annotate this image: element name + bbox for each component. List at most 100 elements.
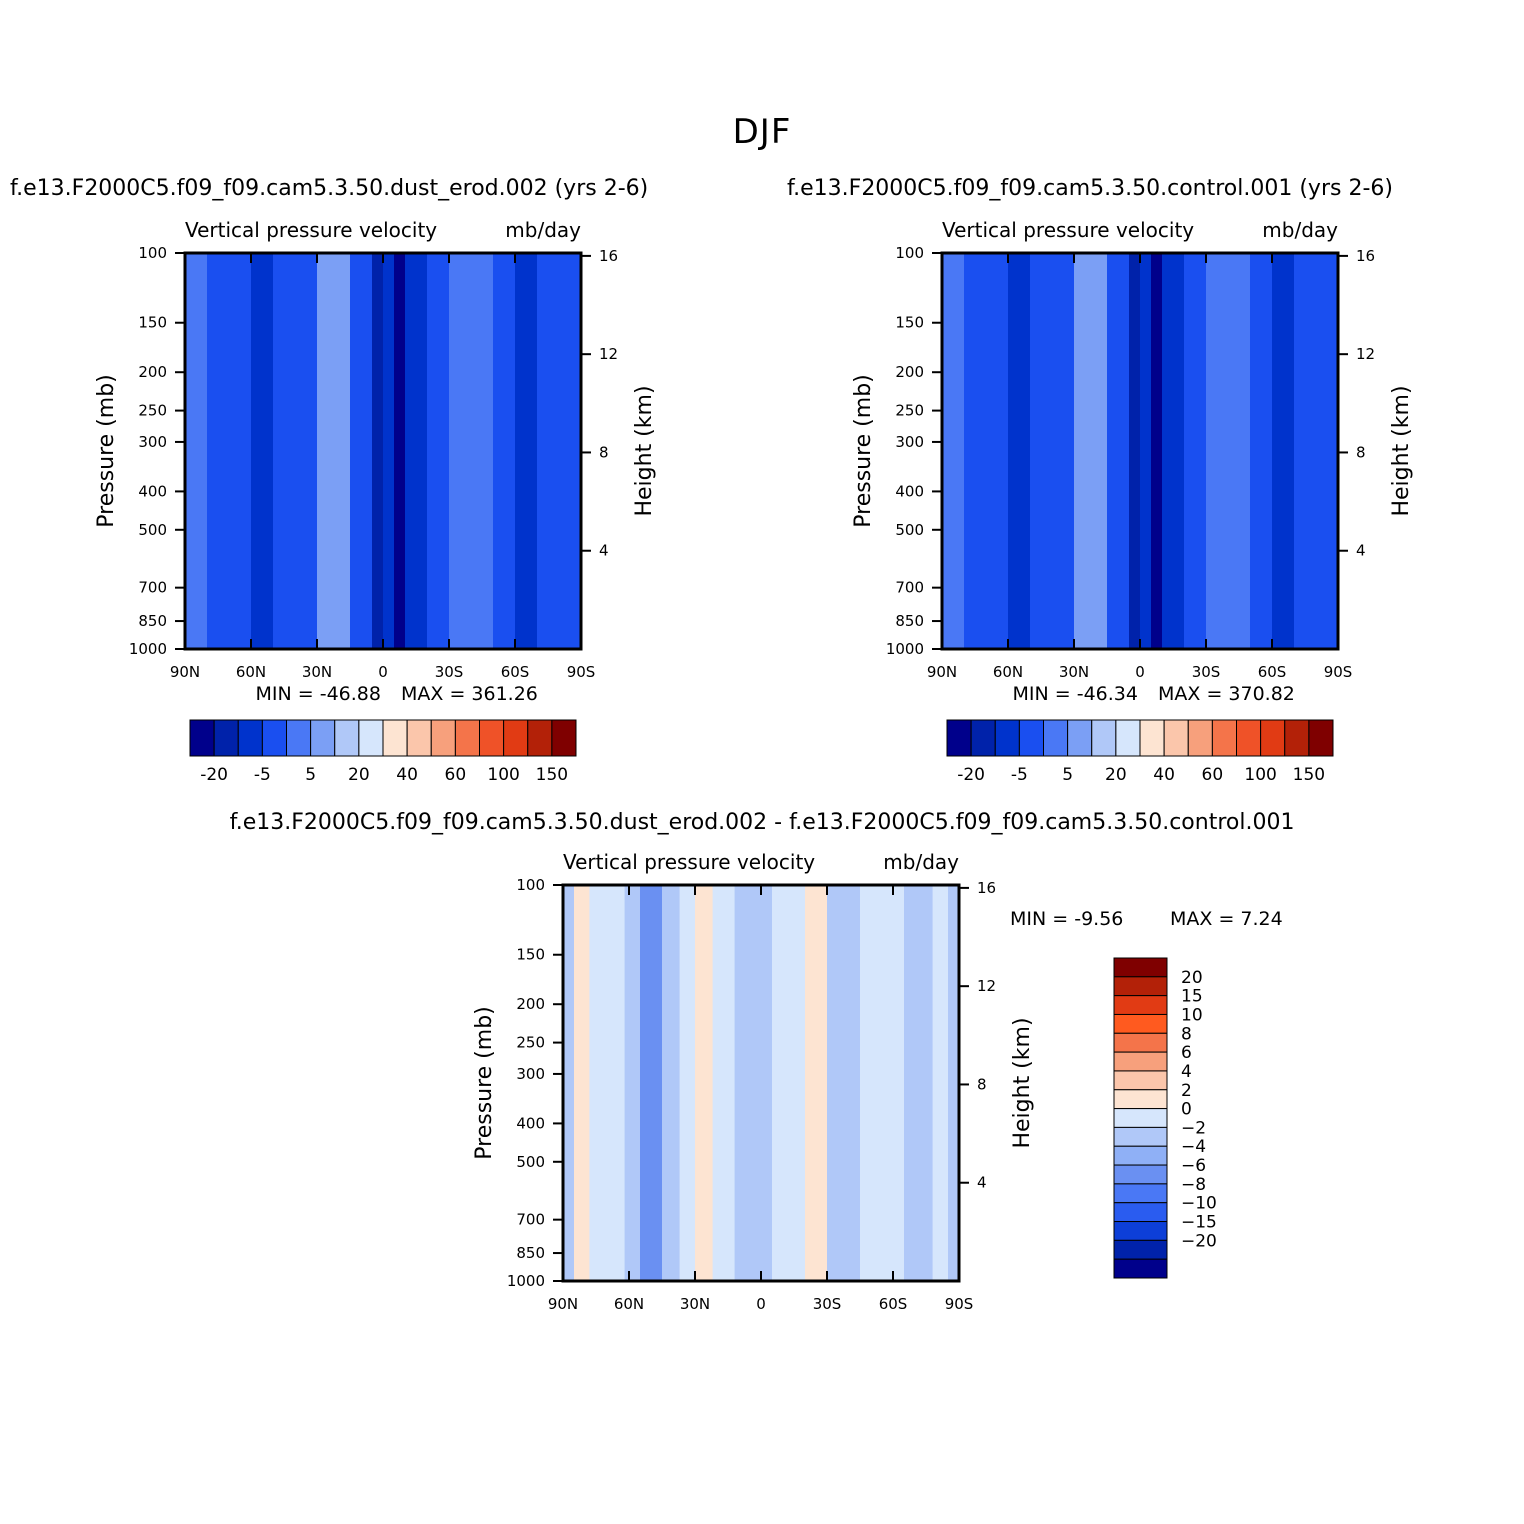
max-label: MAX = 7.24 [1170,908,1283,930]
y-right-tick-label: 12 [599,345,618,363]
field-band [679,885,696,1281]
field-band [339,253,351,649]
y-tick-label: 850 [138,612,167,630]
x-tick-label: 90N [170,663,200,681]
x-tick-label: 60S [501,663,530,681]
x-tick-label: 0 [756,1295,766,1313]
colorbar-box [382,719,408,757]
colorbar-label: 40 [396,765,418,785]
x-tick-label: 90N [548,1295,578,1313]
colorbar-label: 100 [487,765,519,785]
colorbar-label: 4 [1181,1062,1192,1082]
colorbar-box [1113,1070,1168,1091]
colorbar-box [261,719,287,757]
colorbar-box [1113,1051,1168,1072]
colorbar-label: −6 [1181,1156,1206,1176]
variable-label: Vertical pressure velocity [942,218,1194,242]
x-tick-label: 60N [993,663,1023,681]
y-tick-label: 200 [516,995,545,1013]
field-band [229,253,252,649]
colorbar-label: 5 [305,765,316,785]
colorbar-box [994,719,1020,757]
y-right-axis-title: Height (km) [1010,1017,1035,1148]
field-band [942,253,965,649]
field-band [1206,253,1229,649]
field-band [787,885,806,1281]
y-tick-label: 400 [138,482,167,500]
field-band [964,253,987,649]
colorbar-box [1139,719,1165,757]
field-band [295,253,318,649]
y-tick-label: 150 [138,314,167,332]
min-label: MIN = -46.34 [1013,683,1138,705]
y-tick-label: 1000 [507,1272,545,1290]
y-right-axis-title: Height (km) [632,385,657,516]
field-band [1096,253,1108,649]
y-tick-label: 100 [895,244,924,262]
y-tick-label: 200 [895,363,924,381]
colorbar-box [1308,719,1334,757]
colorbar-label: 2 [1181,1081,1192,1101]
colorbar-box [1043,719,1069,757]
units-label: mb/day [883,850,959,874]
field-band [607,885,626,1281]
colorbar-label: 15 [1181,987,1203,1007]
colorbar-box [237,719,263,757]
page-title: DJF [732,112,792,152]
x-tick-label: 90N [927,663,957,681]
x-tick-label: 30N [680,1295,710,1313]
y-tick-label: 500 [516,1153,545,1171]
field-band [1294,253,1317,649]
y-right-tick-label: 16 [1356,247,1375,265]
field-band [589,885,608,1281]
colorbar-label: 6 [1181,1043,1192,1063]
y-axis-title: Pressure (mb) [94,374,119,528]
field-band [1129,253,1141,649]
colorbar-box [1113,1202,1168,1223]
colorbar-box [1113,1258,1168,1279]
panel-1-run-title: f.e13.F2000C5.f09_f09.cam5.3.50.dust_ero… [10,176,649,201]
field-band [350,253,373,649]
y-tick-label: 700 [516,1211,545,1229]
colorbar-label: −4 [1181,1137,1206,1157]
field-band [1074,253,1086,649]
colorbar-label: 10 [1181,1005,1203,1025]
field-band [805,885,828,1281]
variable-label: Vertical pressure velocity [185,218,437,242]
y-axis-title: Pressure (mb) [472,1006,497,1160]
y-tick-label: 100 [138,244,167,262]
field-band [695,885,714,1281]
colorbar-label: 5 [1062,765,1073,785]
colorbar-box [1113,1164,1168,1185]
field-band [328,253,340,649]
colorbar-label: 60 [1202,765,1224,785]
field-band [662,885,681,1281]
field-band [537,253,560,649]
field-band [372,253,384,649]
field-band [1228,253,1251,649]
colorbar-label: 100 [1244,765,1276,785]
colorbar-box [1113,1108,1168,1128]
variable-label: Vertical pressure velocity [563,850,815,874]
field-band [1151,253,1163,649]
colorbar-box [213,719,239,757]
field-band [383,253,395,649]
y-tick-label: 150 [895,314,924,332]
colorbar-box [1211,719,1237,757]
colorbar-label: −8 [1181,1175,1206,1195]
field-band [273,253,296,649]
colorbar-box [1113,1126,1168,1147]
colorbar-label: 20 [348,765,370,785]
field-band [207,253,230,649]
y-tick-label: 250 [516,1034,545,1052]
field-band [750,885,773,1281]
colorbar-box [1113,995,1168,1015]
max-label: MAX = 370.82 [1158,683,1295,705]
y-tick-label: 700 [138,579,167,597]
field-band [948,885,960,1281]
colorbar-box [430,719,456,757]
field-band [1184,253,1207,649]
colorbar-box [1113,1145,1168,1166]
